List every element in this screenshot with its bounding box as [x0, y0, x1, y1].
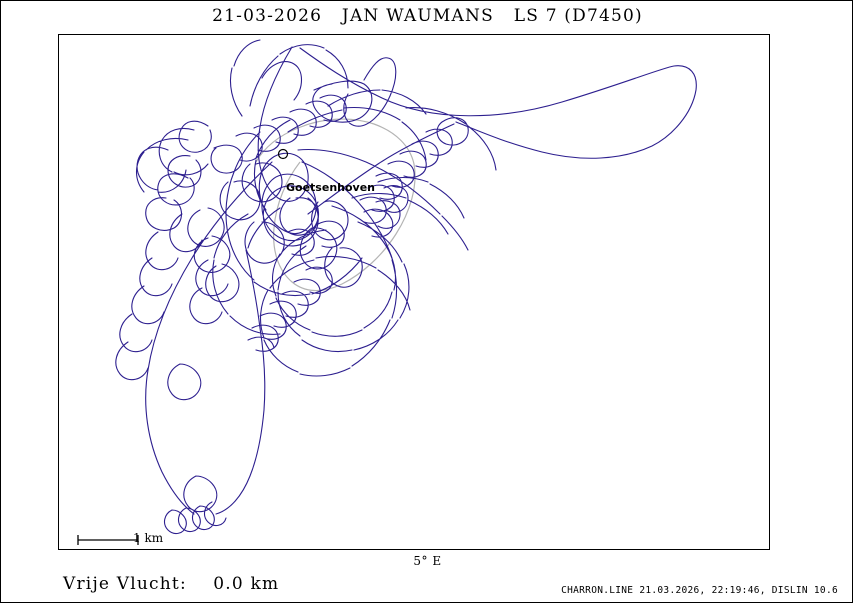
site-marker-icon — [277, 148, 289, 160]
site-label: Goetsenhoven — [286, 181, 375, 194]
footer-credit: CHARRON.LINE 21.03.2026, 22:19:46, DISLI… — [561, 585, 838, 596]
status-line: Vrije Vlucht: 0.0 km — [63, 574, 280, 594]
x-axis-label: 5° E — [413, 554, 442, 568]
scale-bar-label: 1 km — [133, 531, 164, 545]
scale-bar-icon — [77, 535, 139, 545]
flight-track-path — [115, 39, 697, 535]
flight-track-plot — [115, 39, 697, 535]
airspace-boundary-path — [255, 118, 416, 292]
plot-frame: Goetsenhoven 1 km — [58, 34, 770, 550]
page-title: 21-03-2026 JAN WAUMANS LS 7 (D7450) — [212, 6, 643, 26]
